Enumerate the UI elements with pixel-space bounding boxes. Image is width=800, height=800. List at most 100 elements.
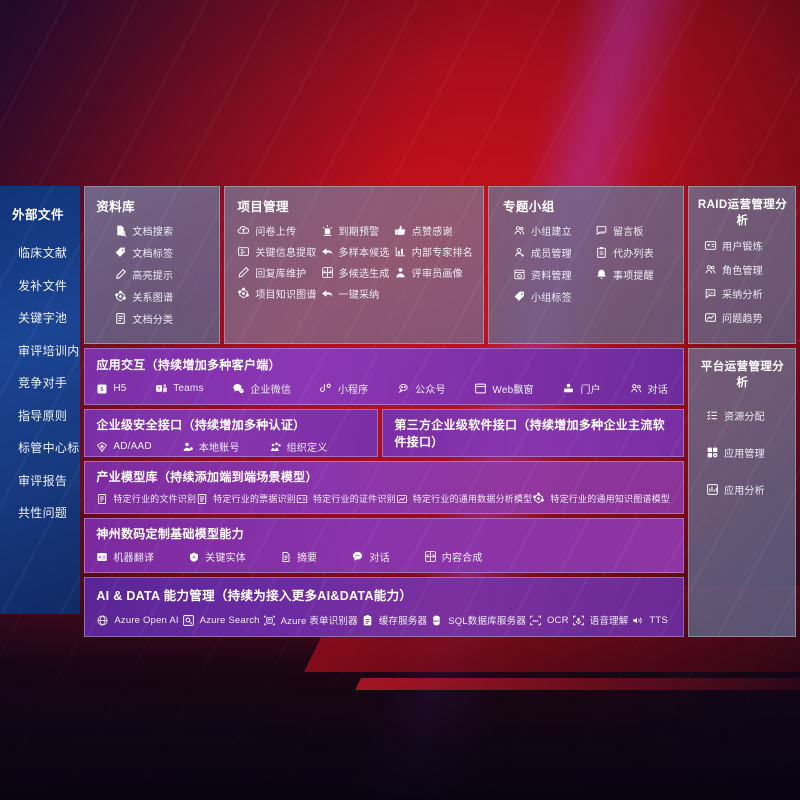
sidebar-item-guidelines[interactable]: 指导原则 bbox=[18, 408, 68, 423]
graph-icon bbox=[237, 287, 250, 300]
project-item-multi-candidate-gen[interactable]: 多候选生成 bbox=[321, 265, 390, 280]
library-item-doc-classify[interactable]: 文档分类 bbox=[96, 311, 210, 326]
sidebar-item-common-issues[interactable]: 共性问题 bbox=[18, 506, 68, 520]
ai-item-label: 缓存服务器 bbox=[378, 616, 428, 627]
library-item-knowledge-graph[interactable]: 关系图谱 bbox=[96, 289, 210, 304]
ai-item-azure-search[interactable]: Azure Search bbox=[182, 614, 260, 627]
project-item-multi-sample-candidate[interactable]: 多样本候选 bbox=[321, 244, 390, 259]
sidebar-item-standards-center[interactable]: 标管中心标准 bbox=[18, 441, 80, 455]
expand-icon bbox=[424, 550, 437, 563]
security-item-local-account[interactable]: 本地账号 bbox=[182, 439, 240, 454]
app-item-wechat-work[interactable]: 企业微信 bbox=[232, 381, 291, 396]
industry-item-receipt-recognition[interactable]: 特定行业的票据识别 bbox=[196, 492, 296, 505]
app-item-dialog[interactable]: 对话 bbox=[630, 381, 668, 396]
message-board-icon bbox=[595, 224, 608, 237]
ai-item-sql-server[interactable]: SQL SQL数据库服务器 bbox=[430, 613, 526, 627]
ai-item-azure-openai[interactable]: Azure Open AI bbox=[96, 614, 179, 627]
industry-item-data-analysis-model[interactable]: 特定行业的通用数据分析模型 bbox=[396, 492, 533, 505]
apps-icon bbox=[706, 446, 719, 459]
team-item-create-group[interactable]: 小组建立 bbox=[513, 223, 591, 238]
library-item-doc-tag[interactable]: 文档标签 bbox=[96, 245, 210, 260]
library-item-label: 文档搜索 bbox=[132, 227, 174, 238]
library-item-doc-search[interactable]: 文档搜索 bbox=[96, 223, 210, 238]
team-item-material-management[interactable]: 资料管理 bbox=[513, 267, 591, 282]
app-item-miniprogram[interactable]: 小程序 bbox=[319, 381, 369, 396]
sidebar-item-keyword-pool[interactable]: 关键字池 bbox=[18, 311, 68, 325]
teams-icon: T bbox=[155, 382, 168, 395]
panel-platform-title: 平台运营管理分析 bbox=[700, 361, 785, 389]
platform-item-app-management[interactable]: 应用管理 bbox=[706, 445, 789, 460]
trend-chart-icon bbox=[704, 311, 717, 324]
tts-icon bbox=[631, 614, 644, 627]
team-item-reminder[interactable]: 事项提醒 bbox=[595, 267, 673, 282]
raid-item-label: 采纳分析 bbox=[722, 290, 763, 301]
sidebar-item-review-training[interactable]: 审评培训内容 bbox=[18, 343, 80, 358]
band-row-interfaces: 企业级安全接口（持续增加多种认证） AD/AAD 本地账号 bbox=[84, 409, 684, 457]
app-item-h5[interactable]: 5 H5 bbox=[96, 383, 126, 395]
library-item-highlight[interactable]: 高亮提示 bbox=[96, 267, 210, 282]
security-item-ad-aad[interactable]: AD/AAD bbox=[96, 441, 152, 453]
platform-item-label: 资源分配 bbox=[724, 412, 765, 423]
raid-item-user-profile[interactable]: 用户锻炼 bbox=[704, 238, 789, 253]
band-enterprise-security: 企业级安全接口（持续增加多种认证） AD/AAD 本地账号 bbox=[84, 409, 379, 457]
industry-item-file-recognition[interactable]: 特定行业的文件识别 bbox=[96, 492, 196, 505]
sidebar-item-clinical-literature[interactable]: 临床文献 bbox=[18, 246, 68, 260]
team-item-member-management[interactable]: 成员管理 bbox=[513, 245, 591, 260]
ai-item-form-recognizer[interactable]: Azure 表单识别器 bbox=[263, 613, 358, 627]
base-model-item-content-synthesis[interactable]: 内容合成 bbox=[424, 549, 483, 564]
app-item-portal[interactable]: 门户 bbox=[562, 381, 601, 396]
third-party-item-api-designer[interactable]: API自动化设计器 bbox=[402, 456, 497, 457]
base-model-item-summary[interactable]: 摘要 bbox=[280, 549, 317, 564]
ai-item-tts[interactable]: TTS bbox=[631, 614, 668, 627]
person-icon bbox=[394, 266, 407, 279]
app-item-official-account[interactable]: 公众号 bbox=[397, 381, 446, 396]
app-item-teams[interactable]: T Teams bbox=[155, 382, 203, 395]
team-item-group-tag[interactable]: 小组标签 bbox=[513, 289, 591, 304]
base-model-item-dialog[interactable]: 对话 bbox=[351, 549, 390, 564]
band-third-party-items: API自动化设计器 bbox=[394, 456, 672, 457]
raid-item-adoption-analysis[interactable]: QA 采纳分析 bbox=[704, 286, 789, 301]
base-model-item-label: 内容合成 bbox=[441, 553, 483, 564]
base-model-item-key-entity[interactable]: A 关键实体 bbox=[188, 549, 246, 564]
project-item-one-click-adopt[interactable]: 一键采纳 bbox=[321, 286, 390, 301]
search-box-icon bbox=[182, 614, 195, 627]
ai-item-voice-understanding[interactable]: 语音理解 bbox=[572, 613, 629, 627]
project-item-project-knowledge-graph[interactable]: 项目知识图谱 bbox=[237, 286, 316, 301]
band-app-interaction-items: 5 H5 T Teams 企业微信 bbox=[96, 381, 672, 396]
project-item-key-info-extract[interactable]: 关键信息提取 bbox=[237, 244, 316, 259]
security-item-org-definition[interactable]: 组织定义 bbox=[270, 439, 328, 454]
summary-doc-icon bbox=[280, 551, 292, 563]
project-item-reply-library[interactable]: 回复库维护 bbox=[237, 265, 316, 280]
ai-item-cache-server[interactable]: 缓存服务器 bbox=[361, 613, 428, 627]
panel-team-title: 专题小组 bbox=[503, 200, 555, 214]
project-item-questionnaire-upload[interactable]: 问卷上传 bbox=[237, 223, 316, 238]
industry-item-id-recognition[interactable]: 特定行业的证件识别 bbox=[296, 492, 396, 505]
project-item-expiry-alert[interactable]: 到期预警 bbox=[321, 223, 390, 238]
ai-item-ocr[interactable]: ocr OCR bbox=[529, 614, 569, 627]
industry-item-knowledge-graph-model[interactable]: 特定行业的通用知识图谱模型 bbox=[532, 492, 670, 505]
sidebar-item-supplementary-docs[interactable]: 发补文件 bbox=[18, 278, 68, 293]
sidebar-item-review-report[interactable]: 审评报告 bbox=[18, 473, 68, 488]
team-item-message-board[interactable]: 留言板 bbox=[595, 223, 673, 238]
raid-item-role-management[interactable]: 角色管理 bbox=[704, 262, 789, 277]
sidebar-item-competitors[interactable]: 竞争对手 bbox=[18, 376, 68, 390]
team-item-todo-list[interactable]: 代办列表 bbox=[595, 245, 673, 260]
raid-item-label: 用户锻炼 bbox=[722, 242, 763, 253]
ocr-icon: ocr bbox=[529, 614, 542, 627]
raid-item-issue-trend[interactable]: 问题趋势 bbox=[704, 310, 789, 325]
band-app-interaction: 应用交互（持续增加多种客户端） 5 H5 T Teams bbox=[84, 348, 684, 405]
panel-platform-analysis: 平台运营管理分析 资源分配 应用管理 bbox=[688, 348, 796, 637]
industry-item-label: 特定行业的票据识别 bbox=[213, 494, 296, 504]
project-item-reviewer-profile[interactable]: 评审员画像 bbox=[394, 265, 473, 280]
app-item-web-window[interactable]: Web飘窗 bbox=[474, 381, 534, 396]
lower-section: 应用交互（持续增加多种客户端） 5 H5 T Teams bbox=[80, 344, 800, 641]
project-item-expert-ranking[interactable]: 内部专家排名 bbox=[394, 244, 473, 259]
platform-item-app-analysis[interactable]: 应用分析 bbox=[706, 482, 789, 497]
platform-item-resource-allocation[interactable]: 资源分配 bbox=[706, 408, 789, 423]
highlighter-icon bbox=[114, 268, 127, 281]
project-item-thanks[interactable]: 点赞感谢 bbox=[394, 223, 473, 238]
platform-item-label: 应用分析 bbox=[724, 486, 765, 497]
svg-text:SQL: SQL bbox=[434, 619, 440, 623]
